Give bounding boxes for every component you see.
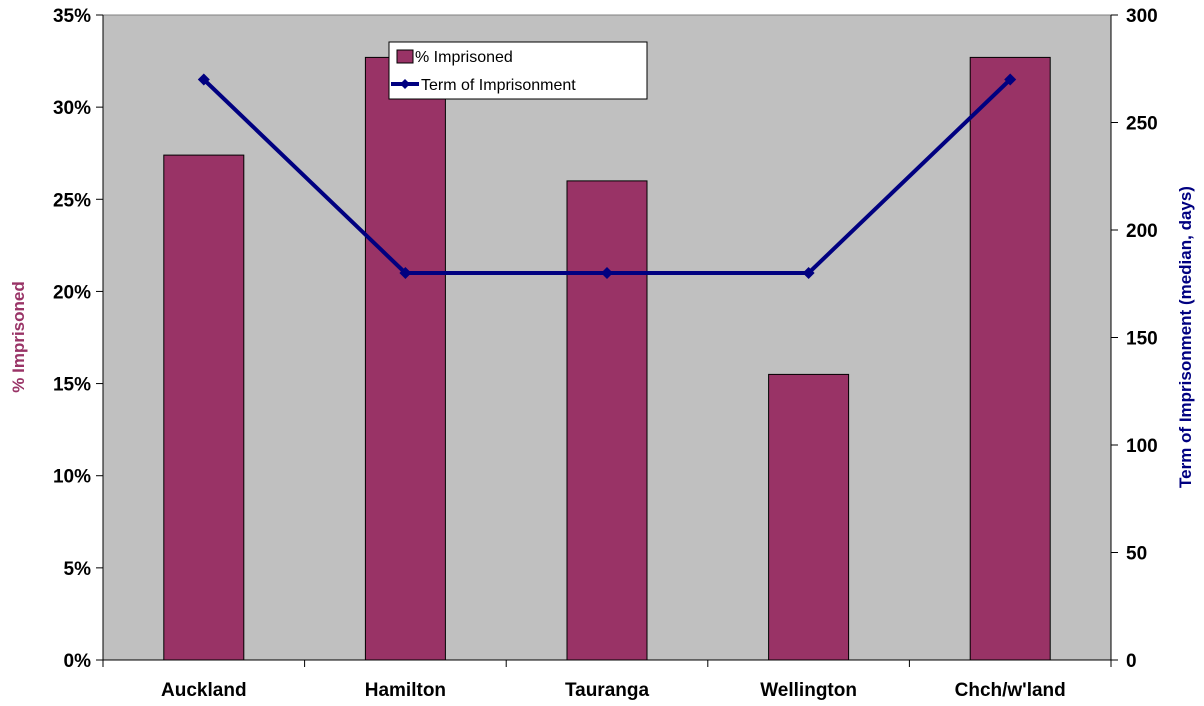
y-left-tick-label: 0% — [64, 651, 92, 672]
line-marker-auckland — [197, 73, 210, 86]
bar-chch-w-land — [969, 56, 1051, 661]
y-left-tick-label: 30% — [53, 98, 91, 119]
y-right-tick-label: 100 — [1126, 436, 1158, 457]
y-left-tick-label: 5% — [64, 559, 92, 580]
line-marker-tauranga — [601, 267, 613, 279]
bar-wellington — [768, 373, 850, 661]
legend-line-marker — [400, 79, 410, 89]
y-left-tick-label: 25% — [53, 190, 91, 211]
line-layer — [197, 73, 1017, 279]
y-left-tick-label: 15% — [53, 375, 91, 396]
y-right-tick-label: 150 — [1126, 329, 1158, 350]
legend-bar-swatch — [396, 49, 414, 64]
y-right-tick-label: 250 — [1126, 114, 1158, 135]
y-axis-right-title: Term of Imprisonment (median, days) — [1176, 186, 1195, 488]
legend-box — [388, 41, 648, 100]
y-right-tick-label: 300 — [1126, 6, 1158, 27]
y-left-tick-label: 35% — [53, 6, 91, 27]
legend-label-bar: % Imprisoned — [415, 49, 513, 66]
legend: % Imprisoned Term of Imprisonment — [388, 41, 648, 100]
line-marker-chch-w-land — [1004, 73, 1017, 86]
line-marker-wellington — [802, 267, 815, 279]
bar-hamilton — [364, 56, 446, 661]
legend-label-line: Term of Imprisonment — [421, 77, 576, 94]
axes-layer: 0% 5% 10% 15% 20% 25% 30% 35% 0 50 100 150 200 250 300… — [53, 6, 1158, 701]
y-right-tick-label: 0 — [1126, 651, 1137, 672]
x-tick-label: Chch/w'land — [955, 680, 1066, 701]
bar-auckland — [163, 154, 245, 661]
y-right-tick-label: 50 — [1126, 544, 1147, 565]
x-tick-label: Tauranga — [565, 680, 650, 701]
x-tick-label: Wellington — [760, 680, 857, 701]
line-marker-hamilton — [399, 267, 412, 279]
x-tick-label: Auckland — [161, 680, 247, 701]
bar-tauranga — [566, 180, 648, 661]
y-left-tick-label: 20% — [53, 282, 91, 303]
y-axis-left-title: % Imprisoned — [9, 281, 28, 392]
bars-layer — [163, 56, 1051, 661]
y-right-tick-label: 200 — [1126, 221, 1158, 242]
x-tick-label: Hamilton — [365, 680, 446, 701]
y-left-tick-label: 10% — [53, 467, 91, 488]
